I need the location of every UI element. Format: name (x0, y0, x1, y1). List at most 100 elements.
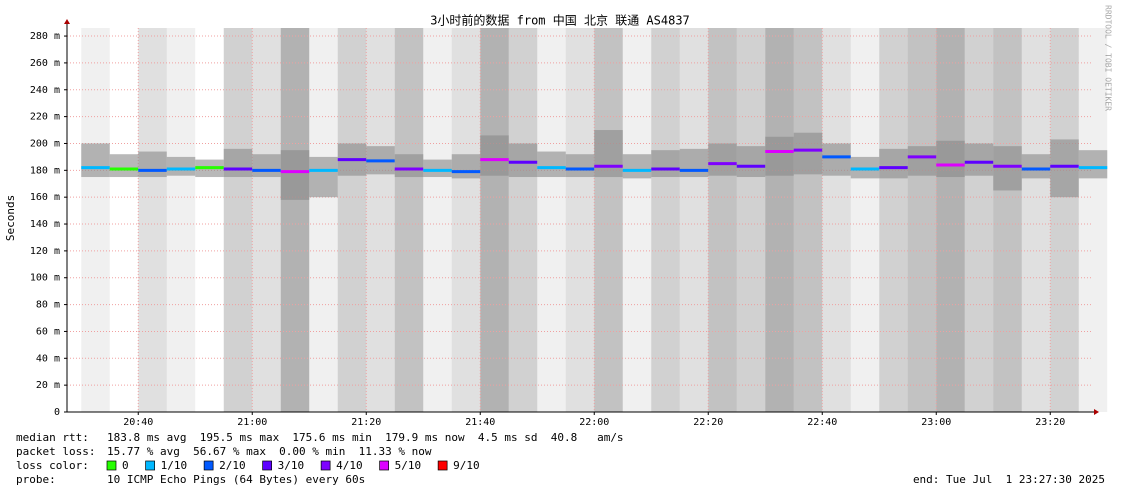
loss-column (1021, 28, 1051, 412)
smoke (166, 156, 196, 176)
loss-column (708, 28, 737, 412)
loss-column (423, 28, 452, 412)
x-tick-label: 22:40 (807, 417, 837, 428)
legend-label: 1/10 (161, 459, 188, 472)
loss-column (223, 28, 253, 412)
loss-column (850, 28, 880, 412)
smoke (252, 154, 281, 178)
x-tick-label: 23:00 (921, 417, 951, 428)
smoke (508, 143, 538, 178)
smoke (822, 143, 851, 176)
smoke (537, 151, 566, 178)
smoke (879, 148, 908, 179)
y-tick-label: 140 m (30, 219, 60, 230)
y-tick-label: 100 m (30, 273, 60, 284)
legend-label: 9/10 (453, 459, 480, 472)
loss-column (337, 28, 367, 412)
smoke (907, 146, 937, 176)
y-tick-label: 240 m (30, 85, 60, 96)
loss-color-label: loss color: (16, 459, 89, 472)
y-tick-label: 280 m (30, 31, 60, 42)
loss-column (252, 28, 281, 412)
loss-column (81, 28, 110, 412)
loss-column (736, 28, 766, 412)
stats-text: 15.77 % avg 56.67 % max 0.00 % min 11.33… (107, 445, 432, 458)
loss-column (508, 28, 538, 412)
legend-swatch (437, 460, 448, 471)
y-axis-label: Seconds (4, 195, 17, 241)
loss-column (936, 28, 965, 412)
loss-column (537, 28, 566, 412)
loss-column (879, 28, 908, 412)
y-tick-label: 220 m (30, 112, 60, 123)
loss-column (594, 28, 623, 412)
smoke (651, 150, 680, 178)
smoke (765, 136, 794, 176)
smoke (480, 135, 509, 176)
loss-column (964, 28, 994, 412)
legend-swatch (106, 460, 117, 471)
legend-swatch (203, 460, 214, 471)
smoke (594, 130, 623, 178)
loss-column (480, 28, 509, 412)
loss-column (1050, 28, 1079, 412)
x-tick-label: 21:20 (351, 417, 381, 428)
smoke (736, 146, 766, 178)
x-tick-label: 22:00 (579, 417, 609, 428)
loss-column (1078, 28, 1108, 412)
loss-column (394, 28, 424, 412)
loss-column (651, 28, 680, 412)
y-tick-label: 160 m (30, 192, 60, 203)
stats-text: 183.8 ms avg 195.5 ms max 175.6 ms min 1… (107, 431, 624, 444)
x-tick-label: 22:20 (693, 417, 723, 428)
smoke (394, 154, 424, 178)
loss-column (765, 28, 794, 412)
x-tick-label: 21:40 (465, 417, 495, 428)
smoke (1021, 154, 1051, 179)
legend-swatch (320, 460, 331, 471)
chart-title: 3小时前的数据 from 中国 北京 联通 AS4837 (430, 13, 690, 28)
legend-label: 0 (122, 459, 129, 472)
smoke (565, 154, 595, 178)
smoke (423, 159, 452, 178)
y-tick-label: 0 (54, 407, 60, 418)
loss-column (309, 28, 338, 412)
y-tick-label: 80 m (36, 300, 60, 311)
smoke (936, 140, 965, 178)
legend-swatch (262, 460, 272, 471)
x-tick-label: 21:00 (237, 417, 267, 428)
smoke (708, 143, 737, 176)
y-tick-label: 200 m (30, 138, 60, 149)
loss-column (565, 28, 595, 412)
loss-column (793, 28, 823, 412)
y-tick-label: 260 m (30, 58, 60, 69)
loss-column (166, 28, 196, 412)
smoke (679, 148, 709, 178)
y-tick-label: 60 m (36, 326, 60, 337)
smoke (993, 146, 1022, 191)
loss-column (993, 28, 1022, 412)
y-arrow (64, 19, 70, 24)
smoke (223, 148, 253, 178)
loss-column (280, 28, 310, 412)
stats-label: median rtt: (16, 431, 89, 444)
legend-label: 5/10 (395, 459, 422, 472)
smoke (1050, 139, 1079, 198)
smoke (451, 154, 481, 179)
stats-label: packet loss: (16, 445, 95, 458)
smoke (309, 156, 338, 198)
y-tick-label: 40 m (36, 353, 60, 364)
x-tick-label: 23:20 (1035, 417, 1065, 428)
smoke (964, 143, 994, 176)
loss-column (366, 28, 395, 412)
loss-column (622, 28, 652, 412)
x-tick-label: 20:40 (123, 417, 153, 428)
smoke (1078, 150, 1108, 179)
loss-column (822, 28, 851, 412)
legend-label: 3/10 (278, 459, 305, 472)
y-tick-label: 20 m (36, 380, 60, 391)
side-label: RRDTOOL / TOBI OETIKER (1104, 5, 1113, 111)
smoke (793, 132, 823, 175)
smoke (81, 143, 110, 178)
